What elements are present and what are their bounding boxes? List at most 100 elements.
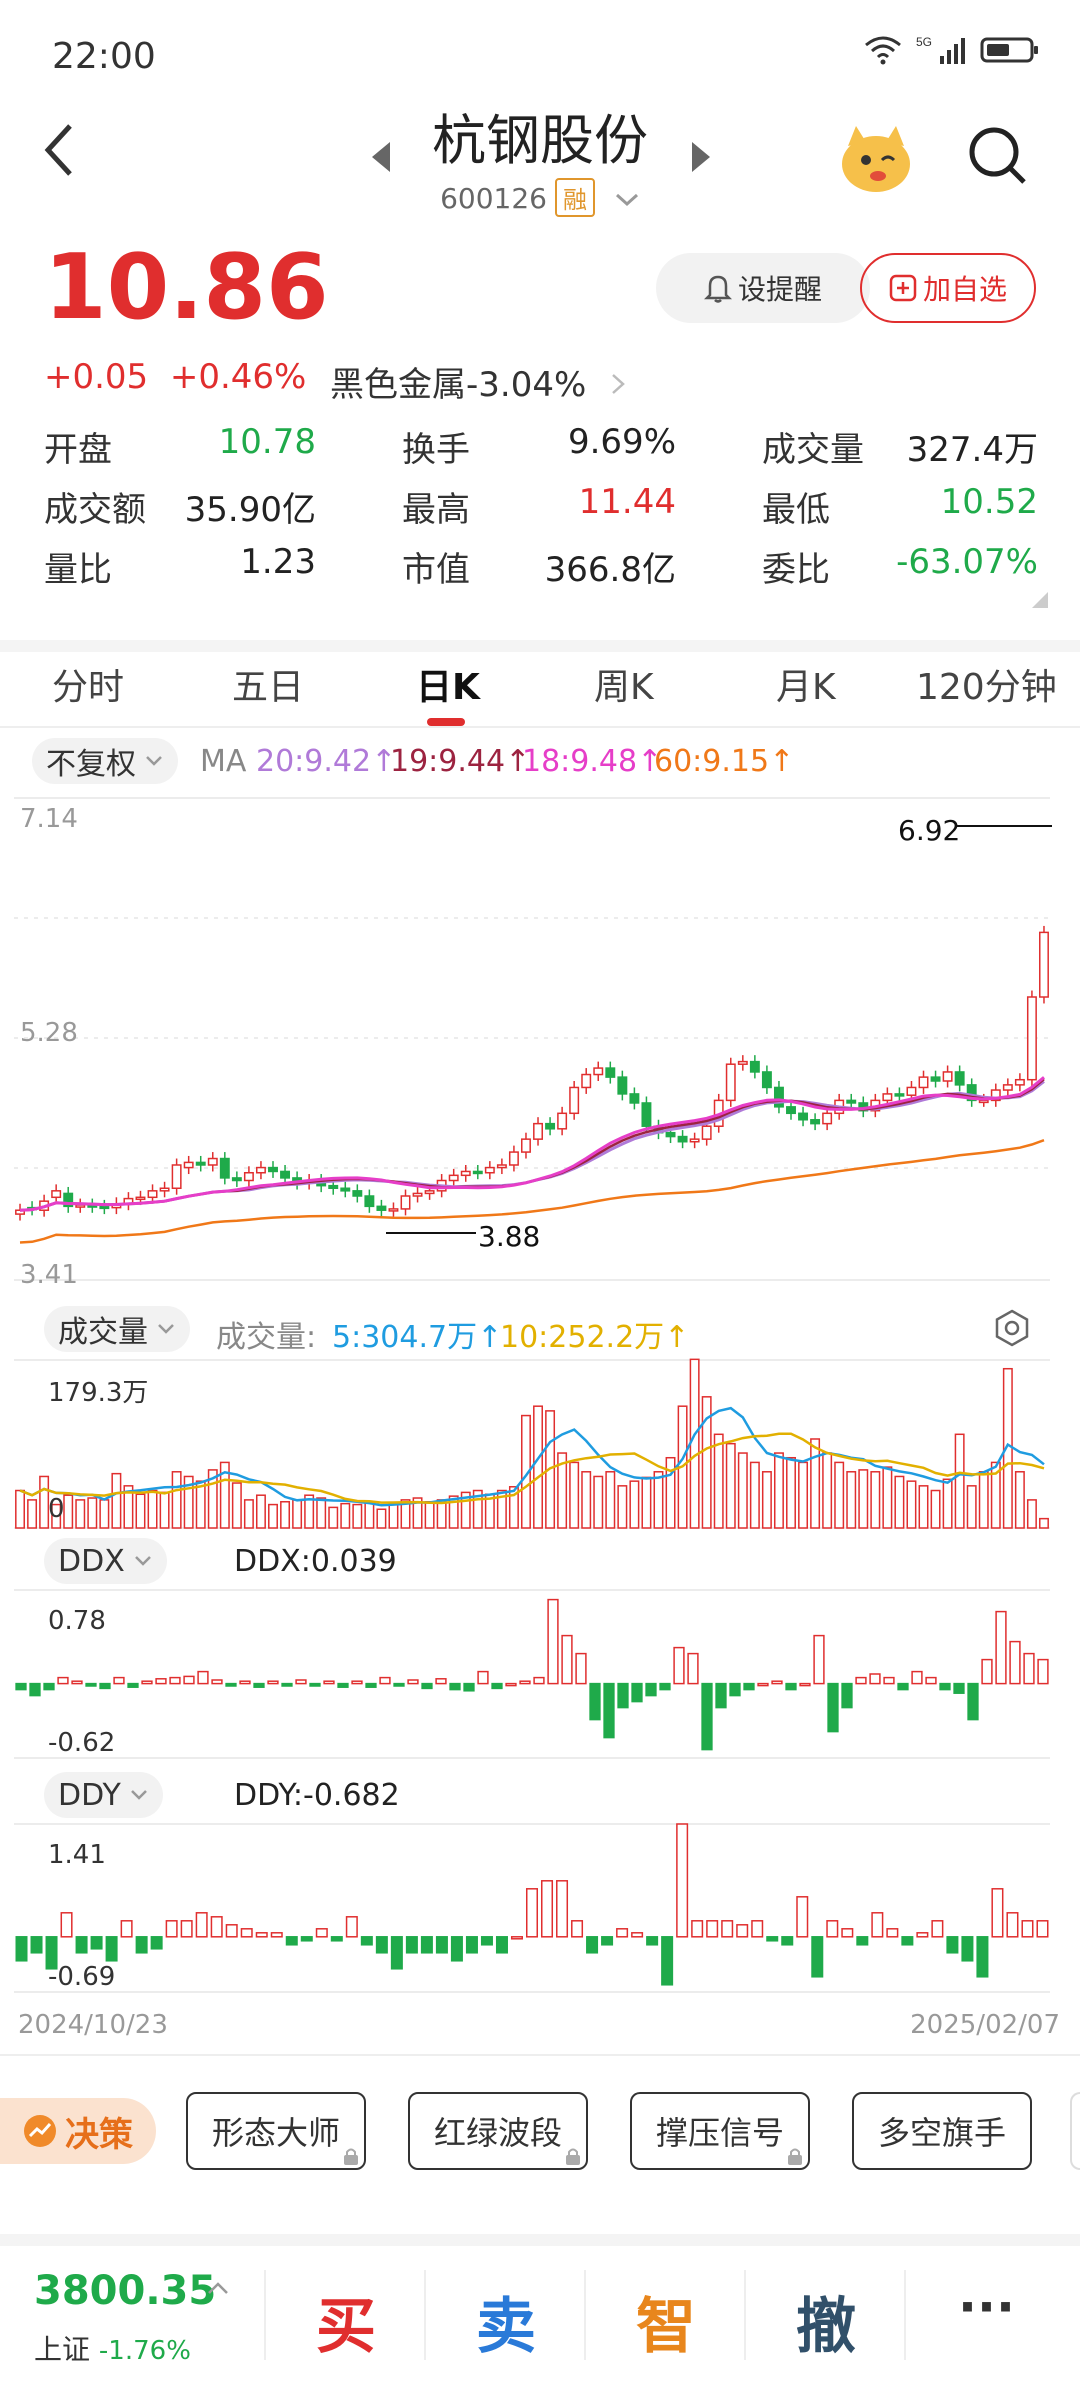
ddx-bar (603, 1682, 615, 1739)
ddy-bar (360, 1936, 373, 1946)
expand-corner-icon[interactable] (1030, 590, 1050, 610)
tool-button[interactable]: 红绿波段 (408, 2092, 588, 2170)
ddy-selector-label: DDY (58, 1777, 121, 1813)
ddx-bar (309, 1682, 321, 1687)
ddy-bar (661, 1936, 674, 1986)
ddy-bar (330, 1936, 343, 1942)
adjust-selector[interactable]: 不复权 (32, 738, 178, 784)
index-value[interactable]: 3800.35 (34, 2268, 217, 2314)
buy-button[interactable]: 买 (316, 2292, 376, 2362)
network-label: 5G (916, 35, 932, 49)
ddx-bar (631, 1682, 643, 1703)
ddx-bar (197, 1670, 209, 1685)
ddx-bar (99, 1682, 111, 1690)
candle-body (846, 1099, 857, 1104)
prev-stock-button[interactable] (368, 140, 394, 174)
ddx-bar (519, 1680, 531, 1685)
tab-item[interactable]: 月K (776, 667, 836, 708)
ddx-bar (687, 1652, 699, 1685)
volume-bar (316, 1497, 327, 1529)
sector-link[interactable]: 黑色金属-3.04% (330, 357, 627, 406)
ddx-selector[interactable]: DDX (44, 1538, 167, 1584)
ddx-bar (239, 1680, 251, 1685)
candle-body (484, 1166, 495, 1174)
ddy-selector[interactable]: DDY (44, 1772, 163, 1818)
candle-body (773, 1086, 784, 1108)
chevron-up-icon[interactable] (206, 2280, 230, 2296)
candle-body (882, 1093, 893, 1102)
volume-bar (99, 1499, 110, 1529)
search-icon[interactable] (966, 124, 1030, 188)
ddy-bar (691, 1920, 704, 1938)
cancel-order-button[interactable]: 撤 (796, 2292, 856, 2362)
tool-button[interactable]: 多空旗手 (852, 2092, 1032, 2170)
tab-item[interactable]: 日K (416, 667, 480, 708)
volume-selector[interactable]: 成交量 (44, 1306, 190, 1352)
volume-bar (328, 1506, 339, 1529)
volume-bar (810, 1438, 821, 1529)
volume-bar (1026, 1499, 1037, 1529)
ddy-bar (991, 1888, 1004, 1938)
volume-bar (400, 1499, 411, 1529)
candle-body (605, 1067, 616, 1078)
ddx-bar (575, 1652, 587, 1685)
stat-item: 最高 11.44 (402, 482, 676, 530)
ddx-bar (127, 1682, 139, 1688)
low-mark-line (386, 1232, 476, 1234)
volume-bar (521, 1414, 531, 1529)
stat-item: 开盘 10.78 (44, 422, 316, 470)
ddx-bar (71, 1680, 83, 1685)
chevron-down-icon (134, 1556, 151, 1566)
volume-bar (388, 1502, 399, 1529)
ddy-bar (886, 1928, 899, 1938)
candle-body (268, 1166, 278, 1173)
ddx-bar (533, 1676, 545, 1685)
tab-item[interactable]: 五日 (232, 667, 305, 708)
tab-item[interactable]: 120分钟 (916, 667, 1057, 708)
stock-code-line[interactable]: 600126 融 (0, 178, 1080, 217)
ddx-bar (43, 1682, 55, 1691)
ddy-bar (571, 1920, 584, 1938)
kline-chart[interactable] (0, 790, 1080, 2020)
smart-button[interactable]: 智 (636, 2292, 696, 2362)
ddy-bar (135, 1936, 148, 1954)
settings-icon[interactable] (992, 1308, 1032, 1348)
candle-body (930, 1076, 941, 1082)
more-button[interactable]: ··· (958, 2278, 1015, 2336)
ddy-bar (195, 1912, 208, 1938)
tool-button[interactable]: 撑压信号 (630, 2092, 810, 2170)
ddy-bar (631, 1932, 644, 1938)
battery-icon (980, 37, 1038, 63)
ddx-bar (841, 1682, 853, 1709)
candle-body (448, 1174, 459, 1182)
add-watchlist-button[interactable]: 加自选 (860, 253, 1036, 323)
mascot-icon[interactable] (836, 118, 916, 198)
tab-item[interactable]: 分时 (52, 667, 125, 708)
stat-label: 最低 (762, 490, 830, 530)
candle-body (171, 1164, 182, 1190)
back-button[interactable] (40, 120, 100, 200)
tool-button-label: 形态大师 (211, 2114, 340, 2152)
ddy-bar (420, 1936, 433, 1954)
candle-body (641, 1102, 652, 1127)
candle-body (725, 1063, 736, 1102)
chevron-down-icon (158, 1324, 174, 1334)
volume-selector-label: 成交量 (58, 1315, 148, 1350)
volume-bar (858, 1469, 869, 1529)
volume-bar (605, 1471, 616, 1529)
decision-button[interactable]: 决策 (0, 2098, 156, 2164)
volume-bar (581, 1471, 592, 1529)
ddx-bar (29, 1682, 41, 1697)
ddx-bar (155, 1678, 167, 1685)
candle-body (472, 1170, 483, 1175)
set-alert-button[interactable]: 设提醒 (656, 253, 870, 323)
ddy-bar (676, 1823, 689, 1938)
ddy-bar (601, 1936, 614, 1946)
next-stock-button[interactable] (688, 140, 714, 174)
sell-button[interactable]: 卖 (476, 2292, 536, 2362)
more-tools-edge[interactable] (1070, 2092, 1080, 2170)
stat-item: 委比 -63.07% (762, 542, 1038, 590)
candle-body (1014, 1078, 1025, 1086)
tab-item[interactable]: 周K (594, 667, 654, 708)
tool-button[interactable]: 形态大师 (186, 2092, 366, 2170)
